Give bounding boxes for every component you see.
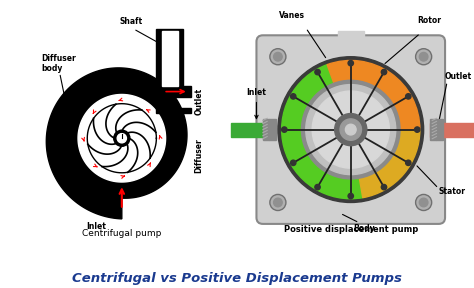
Circle shape: [278, 57, 424, 202]
Wedge shape: [327, 60, 420, 130]
Circle shape: [416, 49, 432, 65]
Circle shape: [312, 91, 389, 168]
Text: Diffuser
body: Diffuser body: [41, 54, 76, 73]
Circle shape: [415, 127, 420, 132]
Text: Outlet: Outlet: [445, 71, 472, 81]
Text: Centrifugal pump: Centrifugal pump: [82, 230, 162, 238]
Circle shape: [406, 94, 411, 99]
Circle shape: [273, 52, 282, 61]
Circle shape: [270, 49, 286, 65]
Circle shape: [114, 130, 130, 146]
Bar: [437, 119, 443, 140]
Bar: [430, 119, 437, 140]
Circle shape: [306, 85, 396, 175]
Circle shape: [301, 80, 400, 179]
Wedge shape: [282, 65, 363, 199]
Circle shape: [315, 69, 320, 75]
Circle shape: [291, 160, 296, 166]
Circle shape: [381, 184, 387, 190]
Circle shape: [419, 52, 428, 61]
Text: Vanes: Vanes: [279, 11, 305, 20]
Bar: [269, 119, 276, 140]
Circle shape: [282, 127, 287, 132]
Circle shape: [416, 194, 432, 211]
Circle shape: [346, 124, 356, 135]
Text: Diffuser: Diffuser: [194, 138, 203, 173]
Bar: [263, 119, 269, 140]
Polygon shape: [156, 86, 191, 113]
Polygon shape: [338, 31, 364, 42]
Text: Centrifugal vs Positive Displacement Pumps: Centrifugal vs Positive Displacement Pum…: [72, 272, 402, 285]
Circle shape: [335, 113, 367, 146]
Circle shape: [348, 60, 354, 66]
Text: Positive displacement pump: Positive displacement pump: [283, 225, 418, 234]
Circle shape: [348, 193, 354, 199]
Circle shape: [273, 198, 282, 207]
Text: Inlet: Inlet: [87, 222, 107, 231]
Bar: [231, 123, 272, 137]
Circle shape: [291, 94, 296, 99]
Polygon shape: [46, 68, 187, 219]
Circle shape: [381, 69, 387, 75]
Polygon shape: [78, 94, 165, 182]
Polygon shape: [156, 29, 183, 86]
Circle shape: [315, 184, 320, 190]
Bar: [430, 123, 474, 137]
Text: Rotor: Rotor: [417, 16, 441, 24]
Polygon shape: [162, 31, 178, 86]
Text: Outlet: Outlet: [194, 88, 203, 115]
FancyBboxPatch shape: [256, 35, 445, 224]
Text: Inlet: Inlet: [246, 88, 266, 97]
Circle shape: [117, 134, 127, 143]
Circle shape: [340, 119, 362, 140]
Text: Stator: Stator: [438, 187, 465, 196]
Text: Body: Body: [353, 224, 374, 233]
Circle shape: [270, 194, 286, 211]
Wedge shape: [351, 130, 420, 198]
Text: Shaft: Shaft: [119, 18, 143, 26]
Circle shape: [406, 160, 411, 166]
Circle shape: [419, 198, 428, 207]
